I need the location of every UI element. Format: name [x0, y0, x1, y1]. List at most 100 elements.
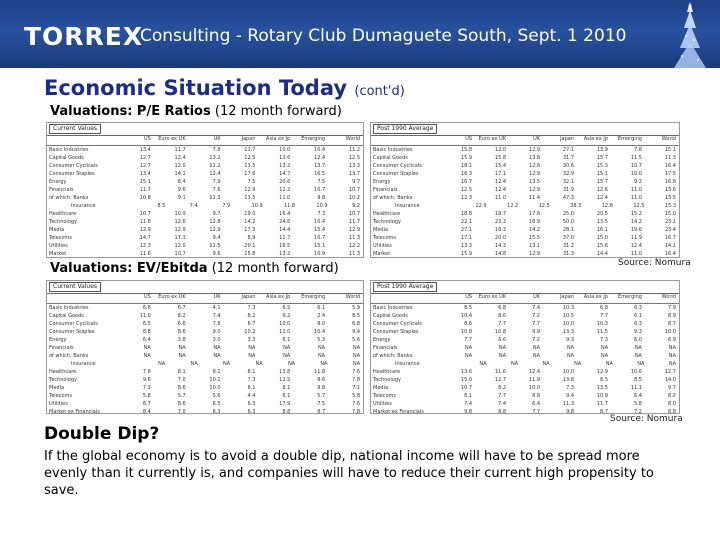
table-cell: 10.2 — [348, 195, 361, 201]
table-cell: 10.2 — [244, 329, 256, 335]
table-cell: 6.3 — [212, 409, 221, 415]
table-cell: 16.7 — [664, 235, 676, 241]
table-caption: Current Values — [49, 124, 102, 134]
table-cell: 6.7 — [247, 321, 256, 327]
table-cell: 11.3 — [209, 195, 221, 201]
table-cell: 18.7 — [494, 211, 507, 217]
table-cell: 5.7 — [177, 393, 186, 399]
table-cell: 7.1 — [352, 385, 361, 391]
table-cell: 10.0 — [279, 321, 291, 327]
table-cell: 11.0 — [630, 187, 642, 193]
table-cell: NA — [248, 353, 256, 359]
table-cell: 8.2 — [498, 385, 507, 391]
table-cell: 6.3 — [247, 409, 256, 415]
table-cell: 13.1 — [528, 243, 541, 249]
table-cell: 12.3 — [139, 243, 151, 249]
table-cell: 15.3 — [664, 203, 677, 209]
table-cell: 8.7 — [317, 409, 326, 415]
table-cell: NA — [479, 361, 487, 367]
table-cell: 11.3 — [348, 235, 361, 241]
table-cell: 6.4 — [142, 337, 151, 343]
table-cell: 30.6 — [562, 163, 575, 169]
table-cell: 7.4 — [189, 203, 198, 209]
table-cell: 8.8 — [532, 393, 541, 399]
table-cell: 11.6 — [139, 251, 151, 257]
column-header: World — [661, 294, 676, 300]
table-cell: 11.7 — [348, 219, 361, 225]
table-cell: NA — [213, 345, 221, 351]
row-label: Insurance — [395, 203, 420, 209]
row-label: Technology — [49, 377, 78, 383]
table-row: Capital Goods 12.7 12.4 13.2 12.5 13.6 12.4 12.… — [47, 154, 363, 162]
row-label: Market — [373, 251, 391, 257]
table-cell: 10.7 — [314, 235, 326, 241]
column-header: Emerging — [618, 294, 642, 300]
table-cell: 10.5 — [562, 313, 575, 319]
row-label: of which: Banks — [49, 195, 89, 201]
table-cell: 12.8 — [209, 219, 221, 225]
table-cell: 10.0 — [562, 369, 575, 375]
column-header: US — [143, 294, 151, 300]
table-cell: 8.5 — [600, 377, 608, 383]
table-cell: 15.6 — [596, 243, 608, 249]
row-label: Basic Industries — [373, 305, 413, 311]
table-cell: 13.6 — [460, 369, 473, 375]
table-cell: 9.7 — [352, 179, 361, 185]
column-header: UK — [533, 136, 541, 142]
table-cell: 13.9 — [596, 147, 608, 153]
table-cell: 19.0 — [244, 211, 256, 217]
table-cell: 10.4 — [314, 329, 326, 335]
row-label: Basic Industries — [49, 147, 89, 153]
table-row: Basic Industries 8.5 6.8 7.4 10.3 6.8 6.3 7.9 — [371, 304, 679, 312]
table-cell: 11.9 — [528, 377, 541, 383]
table-cell: 23.1 — [664, 219, 676, 225]
table-cell: 11.3 — [348, 251, 361, 257]
table-cell: 9.8 — [566, 409, 575, 415]
table-cell: 17.3 — [174, 235, 186, 241]
row-label: Market ex Financials — [49, 409, 100, 415]
table-cell: 13.8 — [528, 155, 541, 161]
table-cell: 9.0 — [212, 329, 221, 335]
table-cell: 12.6 — [528, 163, 541, 169]
row-label: Media — [49, 227, 65, 233]
table-cell: 9.2 — [634, 179, 642, 185]
table-cell: 17.1 — [494, 171, 507, 177]
table-cell: 12.2 — [507, 203, 519, 209]
table-cell: 11.0 — [630, 195, 642, 201]
table-row: Insurance 12.9 12.2 12.5 38.3 12.8 12.5 15.3 — [371, 202, 679, 210]
table-row: Market 11.6 10.7 9.6 15.8 13.2 10.9 11.3 — [47, 250, 363, 258]
table-cell: 10.7 — [348, 211, 361, 217]
table-row: Financials NA NA NA NA NA NA NA — [371, 344, 679, 352]
table-cell: 19.6 — [630, 227, 642, 233]
table-cell: 7.3 — [566, 385, 575, 391]
table-cell: 27.1 — [460, 227, 473, 233]
table-header-row: US Euro ex UK UK Japan Asia ex Jp Emerging Wor… — [371, 136, 679, 146]
table-cell: 6.4 — [634, 393, 642, 399]
table-cell: 31.9 — [562, 187, 575, 193]
ev-average-table: Post 1990 Average US Euro ex UK UK Japan Asia… — [370, 280, 680, 415]
table-cell: 15.0 — [460, 377, 473, 383]
column-header — [371, 294, 441, 303]
column-header: Euro ex UK — [158, 294, 186, 300]
row-label: Healthcare — [49, 211, 77, 217]
table-cell: 6.8 — [498, 305, 507, 311]
column-header: Emerging — [618, 136, 642, 142]
table-cell: 12.9 — [528, 251, 541, 257]
column-header: Emerging — [301, 294, 326, 300]
table-row: Financials NA NA NA NA NA NA NA — [47, 344, 363, 352]
table-cell: NA — [574, 361, 582, 367]
table-cell: 16.4 — [279, 211, 291, 217]
table-row: Insurance NA NA NA NA NA NA NA — [371, 360, 679, 368]
column-header — [47, 294, 119, 303]
table-cell: 8.6 — [177, 329, 186, 335]
table-cell: 6.6 — [177, 321, 186, 327]
table-cell: 4.4 — [247, 393, 256, 399]
table-cell: 12.5 — [244, 155, 256, 161]
row-label: Capital Goods — [373, 313, 408, 319]
table-row: Utilities 7.4 7.4 6.4 11.3 11.7 5.8 8.0 — [371, 400, 679, 408]
table-cell: NA — [318, 353, 326, 359]
table-cell: 14.1 — [664, 243, 676, 249]
column-header: UK — [213, 136, 221, 142]
table-cell: NA — [634, 345, 642, 351]
table-cell: 6.4 — [532, 401, 541, 407]
